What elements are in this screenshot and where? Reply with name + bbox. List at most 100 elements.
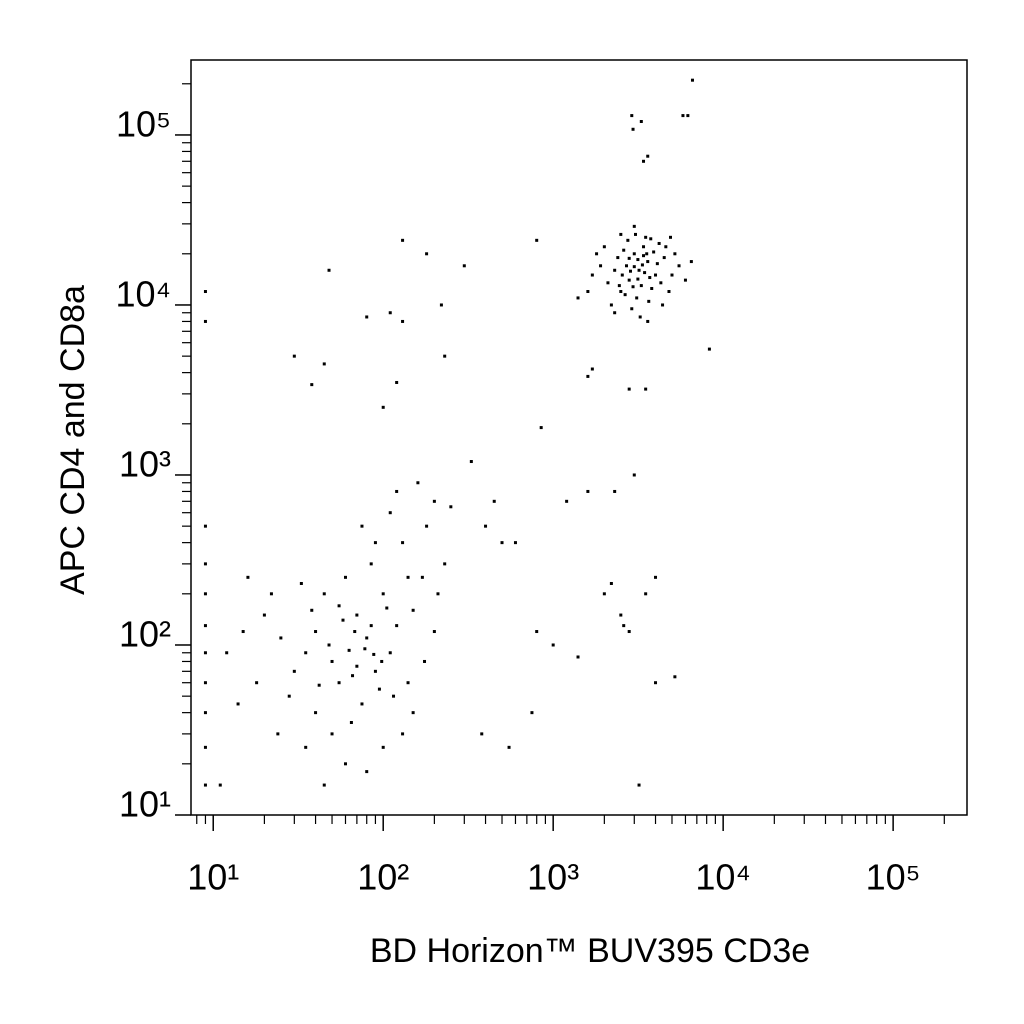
event-dot bbox=[627, 256, 631, 260]
event-dot bbox=[530, 711, 534, 715]
event-dot bbox=[276, 732, 280, 736]
event-dot bbox=[565, 499, 569, 503]
event-dot bbox=[439, 303, 443, 307]
event-dot bbox=[360, 524, 364, 528]
event-dot bbox=[380, 659, 384, 663]
event-dot bbox=[657, 241, 661, 245]
y-tick-label: 10⁴ bbox=[115, 273, 171, 314]
event-dot bbox=[620, 273, 624, 277]
event-dot bbox=[649, 237, 653, 241]
event-dot bbox=[599, 264, 603, 268]
event-dot bbox=[681, 114, 685, 118]
event-dot bbox=[673, 252, 677, 256]
event-dot bbox=[500, 541, 504, 545]
event-dot bbox=[551, 643, 555, 647]
event-dot bbox=[373, 669, 377, 673]
event-dot bbox=[203, 290, 207, 294]
event-dot bbox=[203, 524, 207, 528]
event-dot bbox=[668, 235, 672, 239]
x-tick-label: 10⁵ bbox=[866, 857, 921, 898]
event-dot bbox=[369, 562, 373, 566]
event-dot bbox=[492, 499, 496, 503]
event-dot bbox=[632, 224, 636, 228]
event-dot bbox=[638, 315, 642, 319]
event-dot bbox=[637, 268, 641, 272]
event-dot bbox=[647, 299, 651, 303]
event-dot bbox=[609, 581, 613, 585]
event-dot bbox=[365, 315, 369, 319]
event-dot bbox=[576, 296, 580, 300]
event-dot bbox=[630, 307, 634, 311]
event-dot bbox=[322, 362, 326, 366]
event-dot bbox=[645, 252, 649, 256]
event-dot bbox=[360, 702, 364, 706]
event-dot bbox=[203, 651, 207, 655]
event-dot bbox=[269, 592, 273, 596]
event-dot bbox=[392, 694, 396, 698]
event-dot bbox=[432, 499, 436, 503]
event-dot bbox=[644, 592, 648, 596]
event-dot bbox=[343, 575, 347, 579]
event-dot bbox=[623, 293, 627, 297]
x-tick-label: 10³ bbox=[527, 857, 579, 898]
event-dot bbox=[255, 681, 259, 685]
event-dot bbox=[590, 367, 594, 371]
event-dot bbox=[406, 681, 410, 685]
event-dot bbox=[388, 311, 392, 315]
event-dot bbox=[628, 269, 632, 273]
event-dot bbox=[595, 252, 599, 256]
event-dot bbox=[203, 745, 207, 749]
event-dot bbox=[643, 271, 647, 275]
event-dot bbox=[462, 264, 466, 268]
event-dot bbox=[480, 732, 484, 736]
event-dot bbox=[365, 636, 369, 640]
event-dot bbox=[619, 613, 623, 617]
event-dot bbox=[707, 347, 711, 351]
event-dot bbox=[639, 284, 643, 288]
event-dot bbox=[203, 624, 207, 628]
event-dot bbox=[602, 245, 606, 249]
event-dot bbox=[292, 354, 296, 358]
x-tick-label: 10⁴ bbox=[695, 857, 751, 898]
event-dot bbox=[395, 624, 399, 628]
event-dot bbox=[627, 387, 631, 391]
event-dot bbox=[619, 290, 623, 294]
event-dot bbox=[203, 783, 207, 787]
event-dot bbox=[634, 232, 638, 236]
event-dot bbox=[677, 264, 681, 268]
event-dot bbox=[395, 380, 399, 384]
event-dot bbox=[513, 541, 517, 545]
event-dot bbox=[443, 562, 447, 566]
event-dot bbox=[299, 581, 303, 585]
event-dot bbox=[617, 284, 621, 288]
event-dot bbox=[640, 263, 644, 267]
event-dot bbox=[654, 681, 658, 685]
event-dot bbox=[349, 721, 353, 725]
event-dot bbox=[619, 232, 623, 236]
event-dot bbox=[469, 460, 473, 464]
x-tick-label: 10¹ bbox=[187, 857, 239, 898]
event-dot bbox=[626, 238, 630, 242]
event-dot bbox=[449, 505, 453, 509]
event-dot bbox=[363, 647, 367, 651]
event-dot bbox=[662, 256, 666, 260]
event-dot bbox=[654, 273, 658, 277]
event-dot bbox=[613, 268, 617, 272]
event-dot bbox=[381, 592, 385, 596]
event-dot bbox=[314, 711, 318, 715]
event-dot bbox=[304, 651, 308, 655]
event-dot bbox=[351, 674, 355, 678]
event-dot bbox=[436, 592, 440, 596]
event-dot bbox=[642, 159, 646, 163]
event-dot bbox=[365, 770, 369, 774]
event-dot bbox=[636, 258, 640, 262]
event-dot bbox=[401, 732, 405, 736]
event-dot bbox=[646, 319, 650, 323]
event-dot bbox=[314, 630, 318, 634]
event-dot bbox=[630, 114, 634, 118]
event-dot bbox=[411, 608, 415, 612]
event-dot bbox=[355, 613, 359, 617]
event-dot bbox=[203, 681, 207, 685]
y-tick-label: 10¹ bbox=[119, 784, 171, 825]
event-dot bbox=[385, 606, 389, 610]
